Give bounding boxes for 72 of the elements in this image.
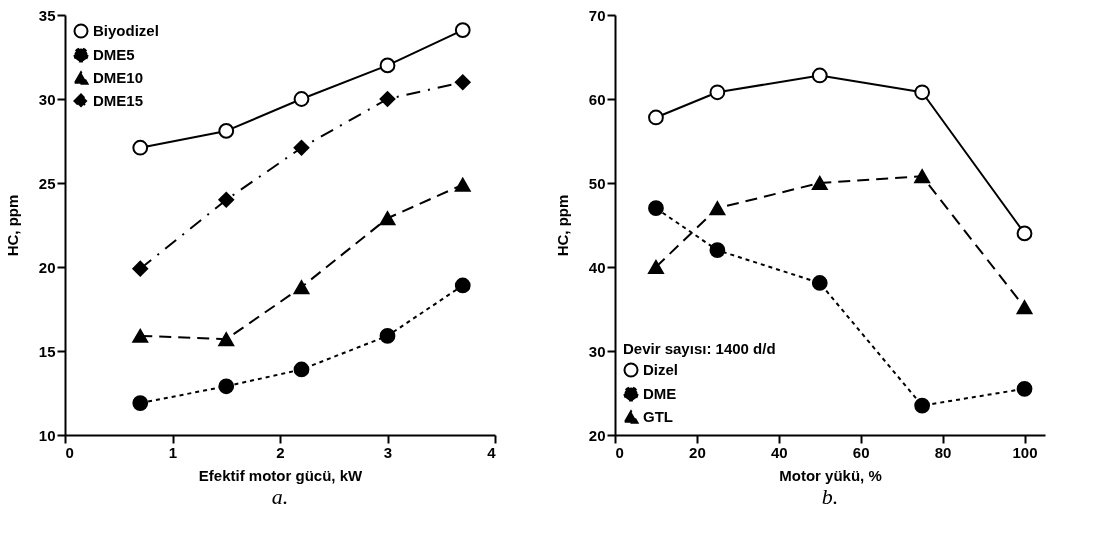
point (709, 242, 726, 259)
point (218, 123, 235, 139)
point (218, 332, 235, 347)
point (709, 84, 726, 101)
x-tick-label: 3 (383, 443, 393, 461)
x-tick-label: 0 (615, 443, 624, 461)
y-tick-label: 30 (588, 342, 606, 360)
x-tick-label: 2 (276, 443, 285, 461)
x-tick-label: 60 (852, 443, 870, 461)
point (454, 177, 471, 192)
x-tick-label: 20 (689, 443, 706, 461)
point (811, 67, 828, 84)
y-tick-label: 40 (588, 258, 606, 276)
y-axis-title: HC, ppm (553, 194, 571, 257)
text: a. (271, 484, 289, 509)
x-tick-label: 40 (770, 443, 788, 461)
legend-label: DME10 (93, 69, 144, 86)
point (454, 22, 471, 38)
point (218, 191, 235, 208)
legend-label: GTL (643, 408, 673, 425)
y-tick-label: 15 (38, 342, 56, 360)
text: b. (821, 484, 839, 509)
point (454, 74, 471, 91)
legend-label: DME (643, 385, 677, 402)
point (709, 201, 726, 216)
x-tick-label: 1 (168, 443, 178, 461)
point (1016, 225, 1033, 242)
point (293, 361, 310, 378)
legend-label: Dizel (643, 361, 679, 378)
legend-label: Biyodizel (93, 22, 159, 39)
point (454, 277, 471, 294)
y-tick-label: 30 (38, 90, 56, 108)
x-tick-label: 0 (65, 443, 74, 461)
point (914, 84, 931, 101)
point (293, 280, 310, 295)
legend-label: DME15 (93, 92, 144, 109)
y-tick-label: 25 (38, 174, 56, 192)
point (218, 378, 235, 395)
point (293, 139, 310, 156)
point (1016, 380, 1033, 397)
point (914, 397, 931, 414)
point (132, 139, 149, 156)
y-tick-label: 10 (38, 426, 56, 444)
point (648, 109, 664, 126)
y-tick-label: 20 (38, 258, 56, 276)
x-tick-label: 100 (1012, 443, 1038, 461)
x-axis-title: Motor yükü, % (779, 466, 882, 484)
y-tick-label: 70 (588, 6, 606, 24)
point (648, 260, 664, 274)
y-axis-title: HC, ppm (3, 194, 21, 257)
legend-label: DME5 (93, 46, 135, 63)
point (293, 91, 310, 107)
legend-title: Devir sayısı: 1400 d/d (623, 340, 776, 357)
point (379, 328, 396, 344)
point (1016, 300, 1033, 315)
x-tick-label: 4 (487, 443, 497, 461)
point (811, 176, 828, 190)
point (379, 211, 396, 226)
point (132, 260, 149, 277)
y-tick-label: 50 (588, 174, 606, 192)
y-tick-label: 20 (588, 426, 606, 444)
point (379, 57, 396, 74)
y-tick-label: 60 (588, 90, 606, 108)
point (914, 169, 931, 184)
point (811, 275, 828, 291)
point (132, 328, 149, 343)
point (648, 200, 664, 217)
point (379, 91, 396, 107)
x-axis-title: Efektif motor gücü, kW (198, 466, 364, 484)
y-tick-label: 35 (38, 6, 56, 24)
x-tick-label: 80 (934, 443, 952, 461)
point (132, 395, 149, 411)
